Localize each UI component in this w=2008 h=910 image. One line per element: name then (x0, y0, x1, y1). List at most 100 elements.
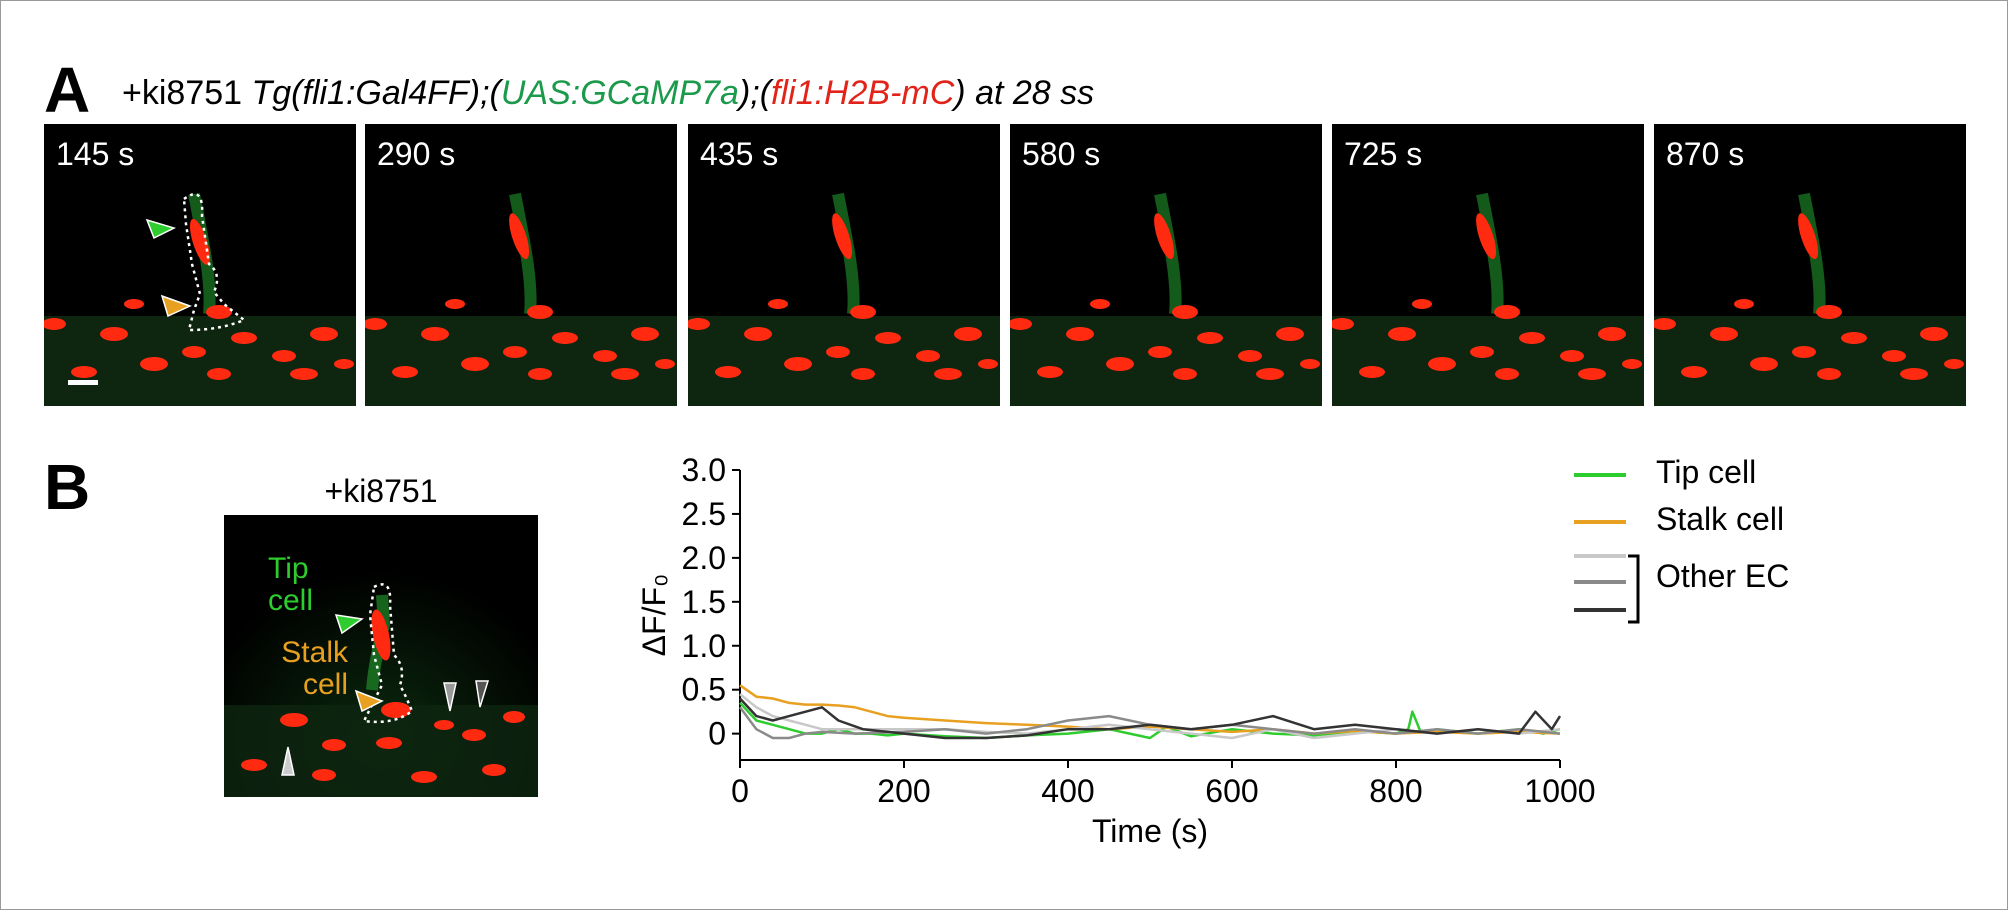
nucleus (1817, 368, 1841, 380)
tip-nucleus (371, 609, 391, 661)
tip-nucleus (1798, 213, 1819, 260)
stalk-nucleus (1816, 305, 1842, 319)
other-ec-arrowhead-dark-icon (475, 680, 490, 708)
series-line (739, 684, 1561, 735)
tip-nucleus (189, 218, 210, 265)
nucleus (207, 368, 231, 380)
tip-arrowhead-icon (334, 614, 364, 635)
nucleus (1197, 332, 1223, 344)
nucleus (1276, 327, 1304, 341)
x-tick-label: 600 (1205, 773, 1258, 809)
nucleus (1300, 359, 1320, 369)
legend-swatch-other3-wrap (1574, 608, 1626, 612)
series-line (739, 697, 1562, 740)
stalk-nucleus (381, 702, 411, 718)
nucleus (978, 359, 998, 369)
nucleus (1681, 366, 1707, 378)
nucleus (1388, 327, 1416, 341)
frame-time-label: 290 s (377, 136, 456, 172)
y-tick-label: 3.0 (682, 452, 726, 488)
nucleus (1750, 357, 1778, 371)
nucleus (272, 350, 296, 362)
legend-tip-label: Tip cell (1656, 454, 1757, 490)
stalk-nucleus (850, 305, 876, 319)
nucleus (655, 359, 675, 369)
frame-time-label: 145 s (56, 136, 135, 172)
x-tick-label: 800 (1369, 773, 1422, 809)
y-tick-label: 1.5 (682, 584, 726, 620)
timelapse-frame: 870 s (1654, 124, 1966, 406)
background-nuclei (241, 711, 525, 783)
timelapse-frame: 580 s (1010, 124, 1322, 406)
nucleus (140, 357, 168, 371)
nucleus (1412, 299, 1432, 309)
x-tick-label: 1000 (1524, 773, 1595, 809)
nucleus (124, 299, 144, 309)
nucleus (71, 366, 97, 378)
nucleus (1519, 332, 1545, 344)
nucleus (1654, 318, 1676, 330)
nucleus (1560, 350, 1584, 362)
title-suffix: ) at 28 ss (954, 74, 1095, 112)
nucleus (1106, 357, 1134, 371)
legend-bracket-icon (1628, 554, 1640, 624)
nucleus (688, 318, 710, 330)
nucleus (310, 327, 338, 341)
nucleus (1010, 318, 1032, 330)
stalk-cell-label: Stalk cell (268, 637, 348, 701)
legend-stalk-label: Stalk cell (1656, 501, 1785, 537)
frame-time-label: 870 s (1666, 136, 1745, 172)
nucleus (231, 332, 257, 344)
nucleus (1710, 327, 1738, 341)
nucleus (1944, 359, 1964, 369)
nucleus (445, 299, 465, 309)
nucleus (851, 368, 875, 380)
tip-arrowhead-icon (145, 218, 177, 240)
timelapse-frame: 435 s (688, 124, 1000, 406)
nucleus (784, 357, 812, 371)
nucleus (461, 357, 489, 371)
nucleus (744, 327, 772, 341)
title-prefix: +ki8751 (122, 74, 252, 112)
series-line (738, 706, 1561, 740)
nucleus (1734, 299, 1754, 309)
frame-image (688, 192, 1000, 406)
panel-b-image-title: +ki8751 (324, 473, 438, 509)
nucleus (182, 346, 206, 358)
calcium-trace-chart: 0 0.5 1.0 1.5 2.0 2.5 3.0 0 200 400 600 800 1000 Time… (636, 452, 1596, 849)
nucleus (1920, 327, 1948, 341)
nucleus (916, 350, 940, 362)
panel-letter-a: A (44, 54, 91, 126)
frame-image (1010, 192, 1322, 406)
nucleus (631, 327, 659, 341)
nucleus (1428, 357, 1456, 371)
title-uas: UAS:GCaMP7a (500, 74, 739, 112)
stalk-arrowhead-icon (354, 689, 384, 713)
stalk-nucleus (527, 305, 553, 319)
tip-nucleus (832, 213, 853, 260)
frame-time-label: 435 s (700, 136, 779, 172)
legend-swatches (1574, 473, 1626, 584)
stalk-label-line2: cell (302, 668, 348, 701)
nucleus (334, 359, 354, 369)
x-axis-label: Time (s) (1092, 813, 1208, 849)
frame-image (1654, 192, 1966, 406)
nucleus (1841, 332, 1867, 344)
nucleus (528, 368, 552, 380)
frame-image (1332, 192, 1644, 406)
frame-image (44, 192, 356, 406)
nucleus (1090, 299, 1110, 309)
nucleus (768, 299, 788, 309)
timelapse-frame: 290 s (365, 124, 677, 406)
stalk-nucleus (1494, 305, 1520, 319)
nucleus (1148, 346, 1172, 358)
nucleus (1238, 350, 1262, 362)
nucleus (826, 346, 850, 358)
timelapse-frame: 145 s (44, 124, 356, 406)
panel-letter-b: B (44, 451, 91, 523)
stalk-arrowhead-icon (160, 294, 192, 318)
scale-bar (68, 380, 98, 385)
nucleus (421, 327, 449, 341)
tip-cell-label: Tip cell (268, 553, 313, 617)
timelapse-frame: 725 s (1332, 124, 1644, 406)
